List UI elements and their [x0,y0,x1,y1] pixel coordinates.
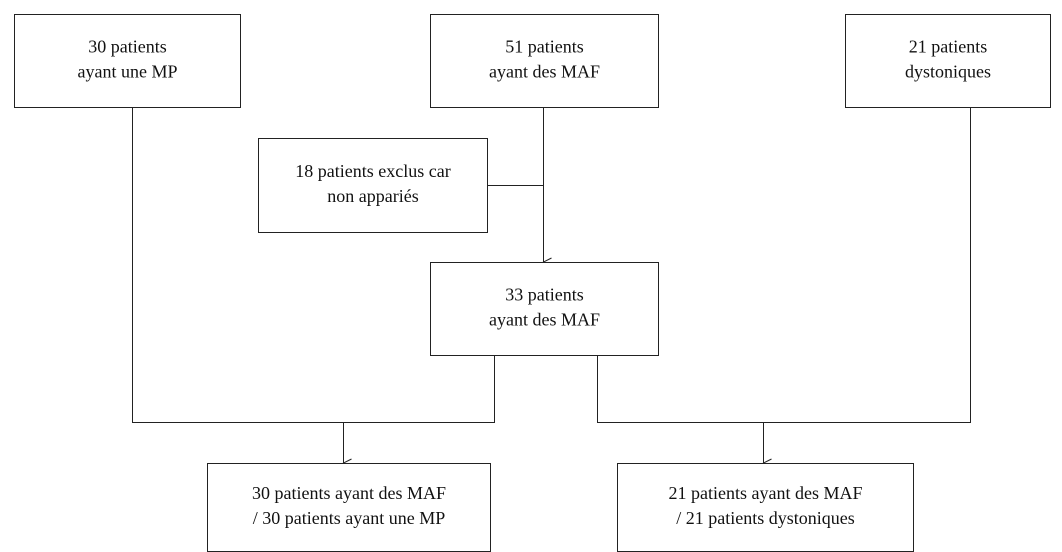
node-label: 51 patients [505,37,584,57]
node-box [207,463,491,552]
node-label: / 30 patients ayant une MP [253,508,445,528]
node-box [258,138,488,233]
node-box [430,14,659,108]
node-box [14,14,241,108]
node-label: ayant une MP [78,62,178,82]
connector [597,107,971,423]
node-box [617,463,914,552]
node-label: 18 patients exclus car [295,161,450,181]
node-label: 30 patients ayant des MAF [252,483,446,503]
node-label: non appariés [327,186,418,206]
node-box [845,14,1051,108]
node-label: ayant des MAF [489,310,600,330]
node-label: 21 patients ayant des MAF [669,483,863,503]
node-label: / 21 patients dystoniques [676,508,855,528]
node-label: ayant des MAF [489,62,600,82]
node-label: 21 patients [909,37,988,57]
node-label: dystoniques [905,62,991,82]
node-label: 30 patients [88,37,167,57]
node-label: 33 patients [505,285,584,305]
node-box [430,262,659,356]
connector [132,107,495,423]
